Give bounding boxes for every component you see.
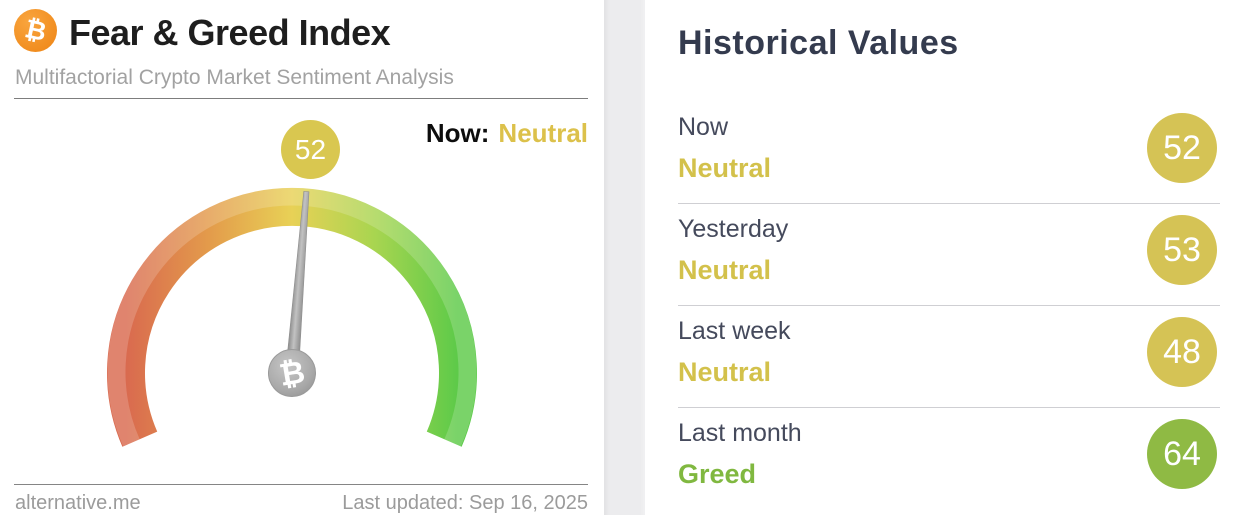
- history-value: 64: [1163, 434, 1201, 473]
- gauge-hub-bitcoin-icon: ₿: [277, 354, 308, 394]
- history-classification: Neutral: [678, 153, 772, 183]
- gauge-value: 52: [294, 133, 327, 165]
- history-period-label: Last week: [678, 317, 791, 345]
- gauge-needle: ₿: [268, 191, 316, 397]
- history-classification: Greed: [678, 459, 757, 489]
- gauge-chart: ₿: [107, 187, 477, 447]
- history-classification: Neutral: [678, 357, 772, 387]
- history-period-label: Yesterday: [678, 215, 789, 243]
- history-value: 53: [1163, 230, 1201, 269]
- history-value-badge: 53: [1147, 215, 1217, 285]
- history-value: 48: [1163, 332, 1201, 371]
- gauge-arc-gloss: [107, 187, 477, 447]
- now-status-line: Now: Neutral: [426, 118, 588, 149]
- history-period-label: Now: [678, 113, 729, 141]
- history-value: 52: [1163, 128, 1201, 167]
- history-row-yesterday: Yesterday Neutral 53: [678, 214, 1220, 306]
- bitcoin-logo-icon: ₿: [14, 9, 57, 52]
- history-value-badge: 52: [1147, 113, 1217, 183]
- historical-values-title: Historical Values: [678, 24, 959, 62]
- history-classification: Neutral: [678, 255, 772, 285]
- gauge-arc: [107, 187, 477, 447]
- vertical-scrollbar-track[interactable]: [604, 0, 645, 515]
- history-value-badge: 48: [1147, 317, 1217, 387]
- widget-subtitle: Multifactorial Crypto Market Sentiment A…: [15, 66, 454, 89]
- now-classification: Neutral: [498, 118, 588, 148]
- historical-values-panel: Historical Values Now Neutral 52 Yesterd…: [645, 0, 1249, 515]
- now-label: Now:: [425, 118, 490, 148]
- footer-divider: [14, 484, 588, 485]
- last-updated-text: Last updated: Sep 16, 2025: [342, 492, 588, 514]
- history-row-last-month: Last month Greed 64: [678, 418, 1220, 509]
- fear-greed-widget: ₿ Fear & Greed Index Multifactorial Cryp…: [0, 0, 604, 515]
- widget-title: Fear & Greed Index: [69, 12, 391, 53]
- history-value-badge: 64: [1147, 419, 1217, 489]
- gauge-hub: [268, 349, 316, 397]
- history-period-label: Last month: [678, 419, 802, 447]
- history-row-now: Now Neutral 52: [678, 112, 1220, 204]
- gauge-value-badge: 52: [281, 120, 340, 179]
- header-divider: [14, 98, 588, 99]
- history-row-last-week: Last week Neutral 48: [678, 316, 1220, 408]
- source-link[interactable]: alternative.me: [15, 492, 141, 514]
